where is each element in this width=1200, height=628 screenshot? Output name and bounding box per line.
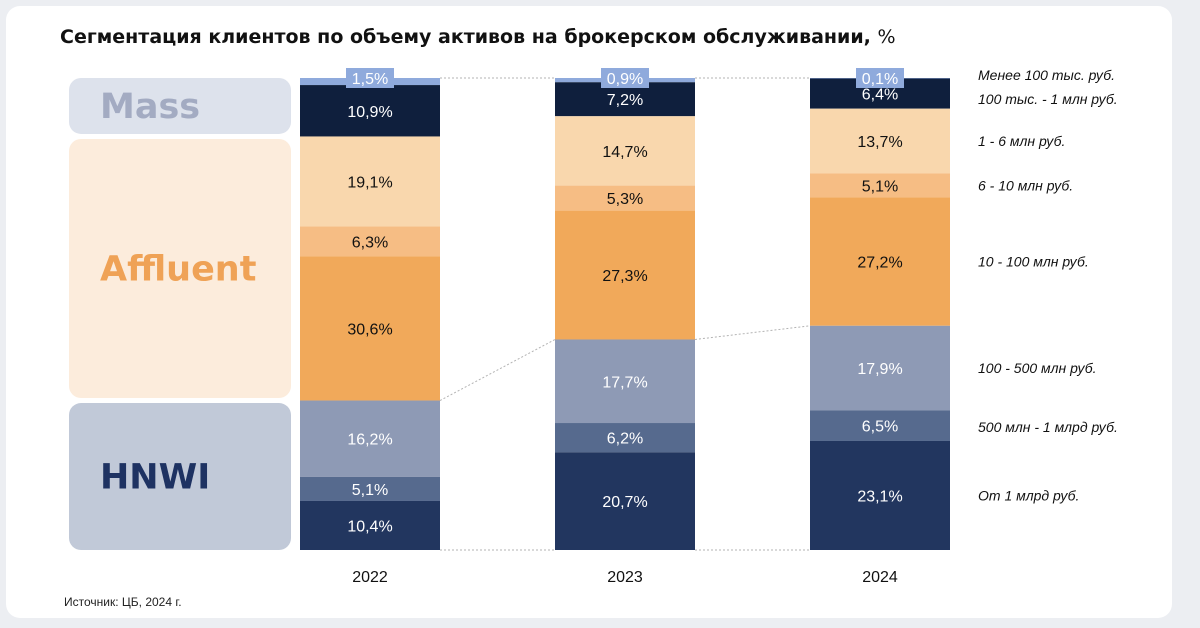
data-label: 5,3% xyxy=(607,191,643,208)
data-label: 16,2% xyxy=(347,432,392,449)
bar-segment-2022-3 xyxy=(300,226,440,257)
bar-segment-2022-1 xyxy=(300,85,440,137)
data-label: 5,1% xyxy=(862,178,898,195)
segment-group-label-hnwi: HNWI xyxy=(100,458,210,498)
bar-segment-2024-4 xyxy=(810,197,950,326)
data-label: 20,7% xyxy=(602,494,647,511)
bar-segment-2022-2 xyxy=(300,136,440,227)
data-label: 27,3% xyxy=(602,268,647,285)
data-label: 14,7% xyxy=(602,144,647,161)
segment-group-label-mass: Mass xyxy=(100,87,200,127)
data-label: 19,1% xyxy=(347,175,392,192)
bar-segment-2024-7 xyxy=(810,440,950,550)
bar-segment-2022-7 xyxy=(300,500,440,550)
bar-segment-2024-2 xyxy=(810,108,950,174)
legend-entry: Менее 100 тыс. руб. xyxy=(978,67,1115,83)
source-note: Источник: ЦБ, 2024 г. xyxy=(64,595,182,609)
data-label: 17,7% xyxy=(602,374,647,391)
legend-entry: 100 - 500 млн руб. xyxy=(978,360,1097,376)
chart-title: Сегментация клиентов по объему активов н… xyxy=(60,26,896,48)
data-label-box xyxy=(856,68,904,88)
x-tick-label: 2024 xyxy=(862,569,898,586)
bar-segment-2023-2 xyxy=(555,116,695,186)
connector-line xyxy=(439,339,556,401)
bar-segment-2024-6 xyxy=(810,410,950,441)
data-label: 6,3% xyxy=(352,234,388,251)
bar-segment-2024-5 xyxy=(810,325,950,411)
legend-entry: 6 - 10 млн руб. xyxy=(978,177,1073,193)
data-label: 5,1% xyxy=(352,482,388,499)
data-label: 10,9% xyxy=(347,104,392,121)
segment-group-mass xyxy=(69,78,291,134)
segment-group-affluent xyxy=(69,138,291,399)
data-label: 0,1% xyxy=(862,71,898,88)
legend-entry: 10 - 100 млн руб. xyxy=(978,254,1089,270)
bar-segment-2023-3 xyxy=(555,185,695,211)
x-tick-label: 2022 xyxy=(352,569,388,586)
bar-segment-2022-4 xyxy=(300,256,440,401)
legend-entry: От 1 млрд руб. xyxy=(978,487,1079,503)
legend-entry: 1 - 6 млн руб. xyxy=(978,133,1065,149)
bar-segment-2022-5 xyxy=(300,400,440,477)
data-label: 27,2% xyxy=(857,255,902,272)
bar-segment-2023-7 xyxy=(555,452,695,550)
data-label: 13,7% xyxy=(857,134,902,151)
data-label: 6,5% xyxy=(862,419,898,436)
legend-entry: 500 млн - 1 млрд руб. xyxy=(978,419,1118,435)
data-label: 30,6% xyxy=(347,321,392,338)
chart-title-unit: % xyxy=(877,26,896,48)
data-label: 1,5% xyxy=(352,71,388,88)
segment-group-label-affluent: Affluent xyxy=(100,249,256,289)
bar-segment-2023-4 xyxy=(555,210,695,340)
data-label: 10,4% xyxy=(347,518,392,535)
bar-segment-2023-6 xyxy=(555,423,695,453)
chart-title-text: Сегментация клиентов по объему активов н… xyxy=(60,26,871,48)
data-label-box xyxy=(346,68,394,88)
segment-group-hnwi xyxy=(69,403,291,550)
data-label: 0,9% xyxy=(607,71,643,88)
data-label: 6,4% xyxy=(862,87,898,104)
data-label: 23,1% xyxy=(857,488,902,505)
bar-segment-2024-3 xyxy=(810,173,950,198)
bar-segment-2022-6 xyxy=(300,476,440,501)
x-tick-label: 2023 xyxy=(607,569,643,586)
data-label: 6,2% xyxy=(607,431,643,448)
connector-line xyxy=(694,325,811,340)
data-label-box xyxy=(601,68,649,88)
legend-entry: 100 тыс. - 1 млн руб. xyxy=(978,91,1118,107)
bar-segment-2023-5 xyxy=(555,339,695,424)
data-label: 7,2% xyxy=(607,92,643,109)
data-label: 17,9% xyxy=(857,361,902,378)
